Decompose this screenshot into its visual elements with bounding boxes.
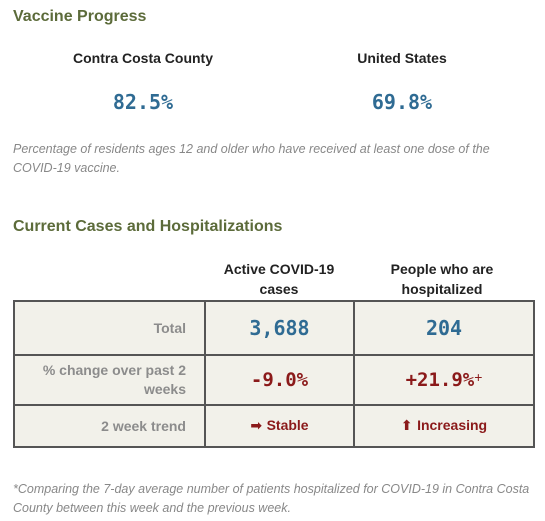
hosp-trend-value: Increasing — [417, 417, 488, 433]
county-vaccine-block: Contra Costa County 82.5% — [28, 50, 258, 114]
row-label-total: Total — [13, 300, 206, 356]
county-name: Contra Costa County — [73, 50, 213, 66]
us-name: United States — [357, 50, 447, 66]
us-vaccine-pct: 69.8% — [371, 90, 433, 114]
cases-change-value: -9.0% — [250, 369, 309, 391]
table-row-change: % change over past 2 weeks -9.0% +21.9%+ — [13, 354, 535, 406]
col-head-hospitalized: People who are hospitalized — [390, 261, 494, 297]
total-cases-value: 3,688 — [249, 316, 310, 340]
col-head-active-cases: Active COVID-19 cases — [223, 261, 335, 297]
cases-table: Total 3,688 204 % change over past 2 wee… — [13, 300, 535, 448]
total-hosp-value: 204 — [425, 316, 463, 340]
hosp-change-value: +21.9% — [405, 369, 475, 391]
vaccine-note: Percentage of residents ages 12 and olde… — [13, 142, 490, 175]
cases-trend-value: Stable — [266, 417, 309, 433]
table-row-total: Total 3,688 204 — [13, 300, 535, 356]
arrow-right-icon: ➡ — [250, 417, 263, 433]
hospitalization-footnote: *Comparing the 7-day average number of p… — [13, 482, 530, 515]
vaccine-progress-title: Vaccine Progress — [13, 8, 147, 25]
arrow-up-icon: ⬆ — [400, 417, 413, 433]
county-vaccine-pct: 82.5% — [112, 90, 174, 114]
cases-title: Current Cases and Hospitalizations — [13, 218, 283, 235]
table-row-trend: 2 week trend ➡ Stable ⬆ Increasing — [13, 404, 535, 448]
us-vaccine-block: United States 69.8% — [287, 50, 517, 114]
row-label-change: % change over past 2 weeks — [13, 354, 206, 406]
hosp-change-footnote-mark: + — [474, 369, 483, 385]
row-label-trend: 2 week trend — [13, 404, 206, 448]
